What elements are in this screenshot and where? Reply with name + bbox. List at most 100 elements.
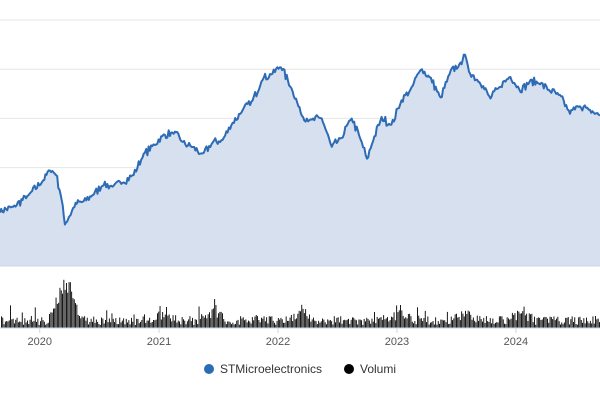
volume-bar [166,307,167,328]
volume-bar [436,324,438,328]
volume-bar [537,317,539,328]
legend-item-price[interactable]: STMicroelectronics [203,362,322,376]
volume-bar [225,324,227,328]
volume-bar [202,315,204,328]
volume-bar [301,304,303,328]
volume-bar [498,316,500,328]
volume-bar [323,319,325,328]
volume-bar [340,316,342,328]
volume-bar [97,321,99,328]
volume-bar [240,316,242,328]
volume-bar [432,321,434,328]
volume-bar [138,323,140,328]
volume-bar [112,318,114,328]
volume-bar [348,318,349,328]
volume-bar [241,318,243,328]
volume-bar [478,320,479,328]
volume-bar [453,318,455,328]
volume-bar [69,282,71,328]
volume-bar [449,323,451,328]
volume-bar [439,323,440,328]
volume-bar [371,318,373,328]
volume-bar [393,312,395,328]
volume-bar [310,321,312,328]
volume-bar [95,319,97,328]
volume-bar [500,316,502,328]
volume-bar [28,324,30,328]
volume-bar [556,318,557,328]
volume-bar [328,320,330,328]
volume-bar [190,321,192,328]
legend-item-volume[interactable]: Volumi [344,362,396,376]
volume-bar [458,316,460,328]
volume-bar [513,314,515,328]
volume-bar [129,324,131,328]
volume-bar [162,312,164,328]
volume-bar [450,316,452,328]
volume-bar [515,320,517,328]
volume-bar [56,303,58,328]
volume-bar [128,320,130,328]
volume-bar [236,320,238,328]
volume-bar [593,323,595,328]
volume-bar [335,322,336,328]
volume-bar [68,282,70,328]
volume-bar [163,317,165,328]
volume-bar [427,316,429,328]
volume-bar [40,321,41,328]
volume-bar [414,321,416,328]
x-tick-label: 2022 [266,336,290,348]
volume-bar [47,322,49,328]
volume-bar [472,317,474,328]
volume-bar [16,317,18,328]
volume-bar [32,321,34,328]
volume-bar [461,311,463,328]
volume-bar [508,318,509,328]
volume-bar [196,319,197,328]
volume-bar [89,322,91,328]
volume-bars [1,279,600,328]
volume-bar [320,321,322,328]
volume-bar [415,324,417,328]
volume-bar [176,322,178,328]
volume-bar [487,321,489,328]
volume-bar [406,318,408,328]
volume-bar [222,313,223,328]
volume-bar [391,316,392,328]
volume-bar [389,320,391,328]
volume-bar [563,322,565,328]
volume-bar [248,320,249,328]
volume-bar [387,317,388,328]
volume-bar [437,321,439,328]
volume-bar [337,317,339,328]
volume-bar [300,311,301,328]
price-line [0,53,600,226]
volume-bar [51,312,53,328]
volume-bar [7,321,9,328]
volume-bar [17,322,19,328]
volume-bar [336,317,338,328]
volume-bar [24,318,26,328]
legend-label-volume: Volumi [360,362,397,376]
volume-bar [43,321,45,328]
volume-bar [184,320,186,328]
volume-bar [570,319,572,328]
volume-bar [560,324,561,328]
volume-bar [401,310,403,328]
volume-bar [105,320,106,328]
volume-bar [448,324,450,328]
volume-bar [14,323,15,328]
volume-bar [123,318,125,328]
volume-bar [219,311,221,328]
volume-bar [554,320,556,328]
volume-bar [550,317,552,328]
volume-bar [173,320,175,328]
volume-bar [259,322,261,328]
volume-bar [237,319,239,328]
volume-bar [33,320,35,328]
volume-bar [400,305,401,328]
volume-bar [565,317,567,328]
volume-bar [339,322,340,328]
volume-bar [530,314,531,328]
volume-bar [426,322,427,328]
